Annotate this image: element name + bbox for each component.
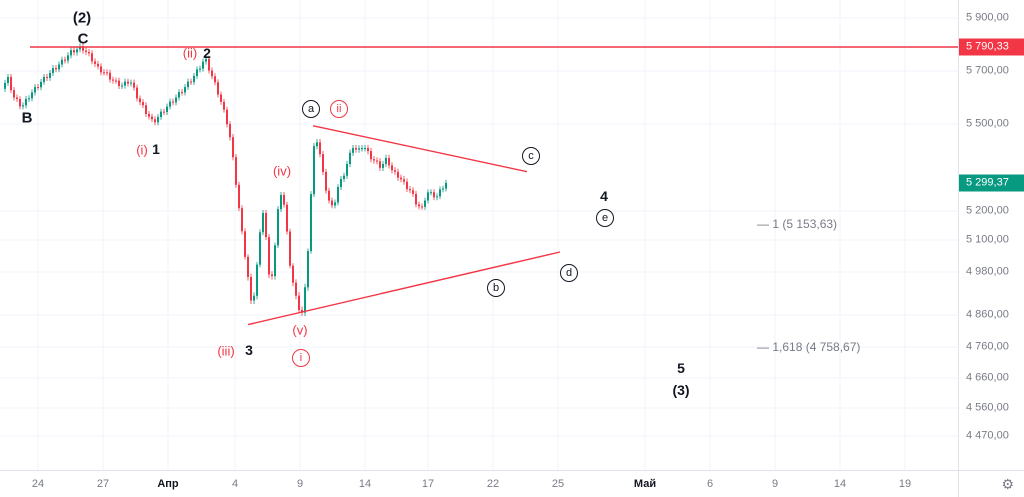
time-label-month: Май xyxy=(633,478,657,490)
price-tick-label: 4 980,00 xyxy=(966,265,1009,278)
trend-line-triangle-upper[interactable] xyxy=(312,125,528,173)
wave-label-i[interactable]: i xyxy=(292,349,310,367)
wave-label-iii[interactable]: (iii) xyxy=(217,343,235,359)
price-tick-label: 4 560,00 xyxy=(966,401,1009,414)
time-label-month: Апр xyxy=(157,478,179,490)
price-tick-label: 5 200,00 xyxy=(966,204,1009,217)
time-label: 9 xyxy=(296,478,304,490)
time-label: 9 xyxy=(771,478,779,490)
wave-label-c[interactable]: c xyxy=(522,147,540,165)
time-label: 25 xyxy=(551,478,565,490)
time-label: 17 xyxy=(421,478,435,490)
wave-label-v[interactable]: (v) xyxy=(292,322,308,338)
time-label: 6 xyxy=(706,478,714,490)
candles-series xyxy=(4,43,447,317)
time-label: 14 xyxy=(358,478,372,490)
wave-label-1[interactable]: 1 xyxy=(152,141,160,157)
time-label: 27 xyxy=(96,478,110,490)
axis-corner: ⚙ xyxy=(958,470,1024,497)
wave-label-4[interactable]: 4 xyxy=(600,188,608,204)
time-label: 19 xyxy=(898,478,912,490)
wave-label-b[interactable]: b xyxy=(487,279,505,297)
chart-svg[interactable] xyxy=(0,0,958,470)
price-tick-label: 5 100,00 xyxy=(966,233,1009,246)
fib-level-label[interactable]: — 1,618 (4 758,67) xyxy=(757,340,861,355)
price-tick-label: 4 660,00 xyxy=(966,371,1009,384)
chart-pane[interactable]: (2) C B (i) 1 (ii) 2 (iii) 3 (iv) (v) i a ii c b d 4 e 5 (3)… xyxy=(0,0,958,470)
wave-label-ii[interactable]: ii xyxy=(330,100,348,118)
time-axis[interactable]: 24 27 Апр 4 9 14 17 22 25 Май 6 9 14 19 xyxy=(0,470,958,497)
trend-line-triangle-lower[interactable] xyxy=(247,251,561,326)
price-tick-label: 4 470,00 xyxy=(966,429,1009,442)
time-label: 14 xyxy=(833,478,847,490)
wave-label-ii[interactable]: (ii) xyxy=(182,45,198,61)
price-tick-label: 4 860,00 xyxy=(966,308,1009,321)
time-label: 22 xyxy=(486,478,500,490)
level-price-badge[interactable]: 5 790,33 xyxy=(959,38,1024,56)
price-tick-label: 5 900,00 xyxy=(966,11,1009,24)
wave-label-e[interactable]: e xyxy=(596,209,614,227)
axis-settings-gear-icon[interactable]: ⚙ xyxy=(1001,476,1014,492)
price-tick-label: 5 700,00 xyxy=(966,64,1009,77)
wave-label-i[interactable]: (i) xyxy=(136,142,148,158)
current-price-badge[interactable]: 5 299,37 xyxy=(959,174,1024,192)
price-tick-label: 5 500,00 xyxy=(966,117,1009,130)
time-label: 24 xyxy=(31,478,45,490)
time-label: 4 xyxy=(231,478,239,490)
wave-label-3[interactable]: (3) xyxy=(672,382,690,398)
wave-label-2[interactable]: (2) xyxy=(72,9,92,27)
wave-label-3[interactable]: 3 xyxy=(245,342,253,358)
price-axis[interactable]: 5 900,00 5 790,33 5 700,00 5 500,00 5 299,37… xyxy=(958,0,1024,470)
fib-level-label[interactable]: — 1 (5 153,63) xyxy=(757,217,838,232)
wave-label-C[interactable]: C xyxy=(77,30,89,48)
wave-label-2[interactable]: 2 xyxy=(203,45,211,61)
wave-labels-layer: (2) C B (i) 1 (ii) 2 (iii) 3 (iv) (v) i a ii c b d 4 e 5 (3)… xyxy=(21,9,861,398)
wave-label-iv[interactable]: (iv) xyxy=(272,163,292,179)
wave-label-5[interactable]: 5 xyxy=(677,360,685,376)
wave-label-B[interactable]: B xyxy=(21,109,33,127)
wave-label-d[interactable]: d xyxy=(560,264,578,282)
price-tick-label: 4 760,00 xyxy=(966,340,1009,353)
wave-label-a[interactable]: a xyxy=(302,100,320,118)
